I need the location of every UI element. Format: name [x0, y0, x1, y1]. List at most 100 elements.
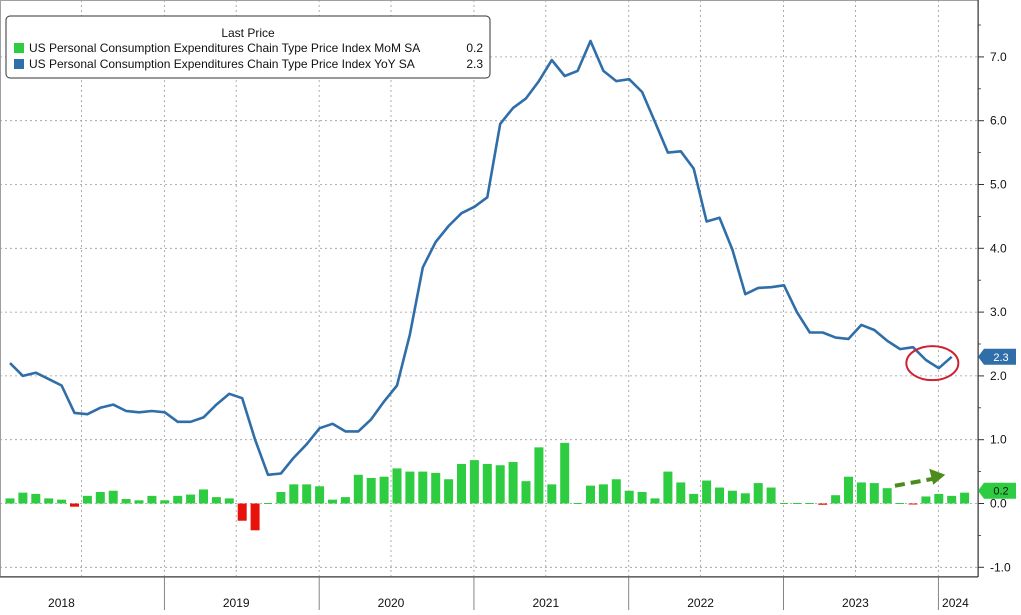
mom-bar	[947, 495, 957, 504]
mom-bar	[340, 497, 350, 504]
mom-bar	[186, 494, 196, 504]
mom-bar	[715, 487, 724, 504]
mom-bar	[650, 498, 660, 504]
legend-swatch-mom	[14, 43, 24, 53]
mom-bar	[237, 503, 247, 521]
legend: Last Price US Personal Consumption Expen…	[5, 15, 491, 79]
mom-bar	[211, 497, 221, 504]
mom-bar	[224, 498, 234, 504]
mom-bar	[250, 503, 260, 531]
annotation-layer	[894, 345, 960, 488]
mom-bar	[934, 493, 944, 504]
mom-bar	[457, 463, 466, 504]
mom-bar	[405, 471, 415, 504]
y-tick-label: 4.0	[990, 241, 1007, 255]
mom-bar	[495, 465, 505, 504]
y-tick-label: 1.0	[990, 433, 1007, 447]
mom-bar	[82, 495, 92, 504]
mom-bar	[882, 488, 892, 504]
year-label: 2024	[942, 596, 969, 610]
mom-bar	[121, 499, 131, 504]
trend-arrow-shaft	[894, 476, 934, 488]
y-tick-label: -1.0	[990, 560, 1011, 574]
year-label: 2018	[48, 596, 75, 610]
mom-bar	[702, 480, 712, 504]
mom-bar	[844, 476, 853, 504]
mom-bar	[5, 498, 15, 504]
y-tick-label: 6.0	[990, 114, 1007, 128]
mom-bar	[199, 489, 208, 504]
mom-bar	[482, 463, 492, 504]
mom-bar	[818, 503, 828, 505]
y-tick-label: 0.0	[990, 497, 1007, 511]
trend-arrow-head	[929, 468, 946, 485]
mom-bar	[960, 492, 970, 504]
mom-bar	[134, 500, 144, 504]
year-label: 2020	[378, 596, 405, 610]
mom-bar	[366, 477, 376, 504]
mom-bar	[856, 482, 866, 504]
y-tick-label: 3.0	[990, 305, 1007, 319]
mom-bar	[869, 483, 879, 504]
mom-bar	[689, 493, 699, 504]
y-tick-label: 5.0	[990, 178, 1007, 192]
yoy-last-tag	[978, 348, 1016, 365]
line-layer	[9, 39, 953, 477]
highlight-ellipse	[905, 345, 960, 382]
yoy-line	[9, 39, 953, 477]
x-axis: 2018 2019 2020 2021 2022 2023 2024	[0, 576, 978, 610]
yoy-last-tag-label: 2.3	[993, 352, 1008, 364]
mom-bar	[289, 484, 299, 504]
year-label: 2021	[532, 596, 559, 610]
mom-bar	[392, 468, 402, 504]
mom-bar	[598, 484, 608, 504]
legend-last-mom: 0.2	[466, 41, 483, 55]
mom-bar	[753, 483, 763, 504]
mom-bar	[547, 484, 557, 504]
mom-bar	[57, 499, 67, 504]
mom-bar	[173, 495, 183, 504]
year-label: 2023	[842, 596, 869, 610]
mom-bar	[418, 471, 428, 504]
mom-bar	[624, 490, 634, 504]
mom-bar	[508, 462, 518, 504]
year-label: 2019	[223, 596, 250, 610]
y-tick-label: 2.0	[990, 369, 1007, 383]
mom-bar	[637, 492, 647, 504]
legend-label-yoy: US Personal Consumption Expenditures Cha…	[29, 57, 415, 71]
mom-bar	[663, 471, 673, 504]
mom-bar	[727, 490, 737, 504]
mom-bar	[534, 447, 544, 504]
mom-bar	[160, 500, 170, 504]
mom-bar	[353, 474, 363, 504]
mom-bar	[95, 492, 105, 504]
mom-bar	[328, 499, 337, 504]
mom-bar	[31, 493, 41, 504]
legend-swatch-yoy	[14, 59, 24, 69]
mom-bar	[444, 479, 454, 504]
mom-bar	[431, 472, 441, 504]
mom-bar	[521, 481, 531, 504]
legend-label-mom: US Personal Consumption Expenditures Cha…	[29, 41, 420, 55]
mom-bar	[302, 484, 312, 504]
legend-title: Last Price	[221, 26, 275, 40]
legend-box	[5, 15, 491, 79]
mom-bar	[921, 496, 931, 504]
bars-layer	[5, 442, 970, 531]
mom-bar	[766, 487, 776, 504]
mom-bar	[740, 493, 750, 504]
last-value-tags: 2.3 0.2	[978, 348, 1016, 499]
legend-last-yoy: 2.3	[466, 57, 483, 71]
year-label: 2022	[687, 596, 714, 610]
mom-bar	[147, 495, 157, 504]
mom-bar	[276, 492, 286, 504]
mom-bar	[611, 479, 621, 504]
mom-bar	[108, 490, 118, 504]
mom-bar	[379, 476, 389, 504]
mom-bar	[908, 503, 918, 505]
mom-bar	[70, 503, 79, 507]
mom-bar	[676, 482, 686, 504]
mom-bar	[831, 495, 841, 504]
